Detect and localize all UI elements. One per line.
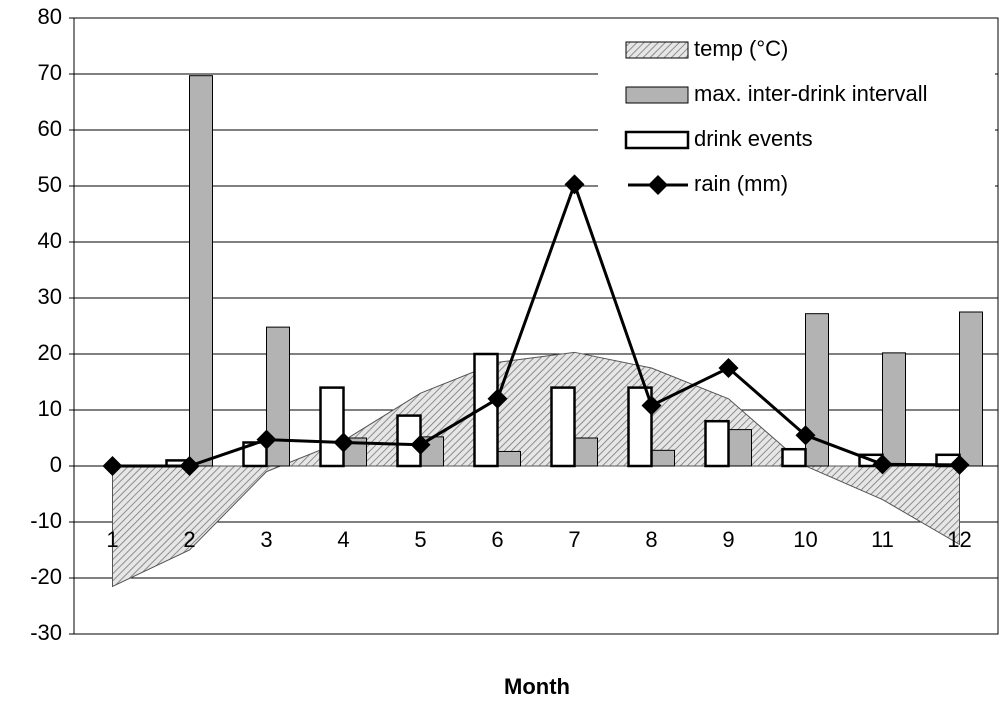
y-tick-label: 10 bbox=[38, 396, 62, 421]
y-tick-label: 40 bbox=[38, 228, 62, 253]
bar bbox=[550, 386, 576, 468]
marker bbox=[949, 454, 970, 475]
marker bbox=[410, 434, 431, 455]
bar bbox=[704, 419, 730, 468]
marker bbox=[179, 456, 200, 476]
bar bbox=[728, 429, 752, 467]
y-tick-label: 20 bbox=[38, 340, 62, 365]
y-tick-label: 80 bbox=[38, 4, 62, 29]
legend: temp (°C) max. inter-drink intervall drink… bbox=[598, 30, 995, 206]
legend-label: drink events bbox=[694, 126, 813, 151]
x-tick-label: 11 bbox=[871, 527, 894, 552]
legend-box bbox=[598, 30, 995, 206]
legend-swatch bbox=[648, 175, 668, 195]
x-tick-label: 2 bbox=[183, 527, 195, 552]
bar bbox=[319, 386, 345, 468]
marker bbox=[564, 174, 585, 195]
y-tick-label: -20 bbox=[30, 564, 62, 589]
y-tick-label: -30 bbox=[30, 620, 62, 645]
marker bbox=[872, 454, 893, 475]
y-tick-label: 30 bbox=[38, 284, 62, 309]
legend-swatch bbox=[625, 86, 689, 104]
x-tick-label: 8 bbox=[645, 527, 657, 552]
x-tick-label: 7 bbox=[568, 527, 580, 552]
marker bbox=[641, 395, 662, 416]
bar bbox=[266, 326, 290, 467]
y-tick-label: -10 bbox=[30, 508, 62, 533]
x-tick-label: 3 bbox=[260, 527, 272, 552]
y-tick-label: 60 bbox=[38, 116, 62, 141]
x-tick-label: 10 bbox=[793, 527, 817, 552]
x-tick-label: 1 bbox=[106, 527, 118, 552]
bar bbox=[781, 447, 807, 468]
legend-label: rain (mm) bbox=[694, 171, 788, 196]
marker bbox=[102, 456, 123, 476]
bar bbox=[497, 450, 521, 467]
x-tick-label: 12 bbox=[947, 527, 971, 552]
bar bbox=[882, 352, 906, 467]
x-tick-label: 6 bbox=[491, 527, 503, 552]
legend-label: max. inter-drink intervall bbox=[694, 81, 928, 106]
marker bbox=[487, 388, 508, 409]
line bbox=[112, 179, 960, 468]
bar bbox=[805, 313, 829, 467]
x-tick-label: 9 bbox=[722, 527, 734, 552]
plot-frame bbox=[73, 17, 999, 635]
marker bbox=[256, 429, 277, 450]
bar bbox=[189, 75, 213, 467]
bar bbox=[574, 437, 598, 467]
marker bbox=[333, 432, 354, 453]
x-axis-label: Month bbox=[504, 674, 570, 699]
y-tick-label: 50 bbox=[38, 172, 62, 197]
legend-label: temp (°C) bbox=[694, 36, 788, 61]
bar bbox=[959, 311, 983, 467]
legend-swatch bbox=[625, 41, 689, 59]
area bbox=[112, 351, 960, 588]
marker bbox=[718, 358, 739, 378]
y-tick-label: 70 bbox=[38, 60, 62, 85]
x-tick-label: 5 bbox=[414, 527, 426, 552]
bar bbox=[473, 352, 499, 468]
marker bbox=[795, 425, 816, 446]
y-tick-label: 0 bbox=[50, 452, 62, 477]
bar bbox=[651, 449, 675, 467]
x-tick-label: 4 bbox=[337, 527, 349, 552]
legend-swatch bbox=[624, 130, 690, 150]
